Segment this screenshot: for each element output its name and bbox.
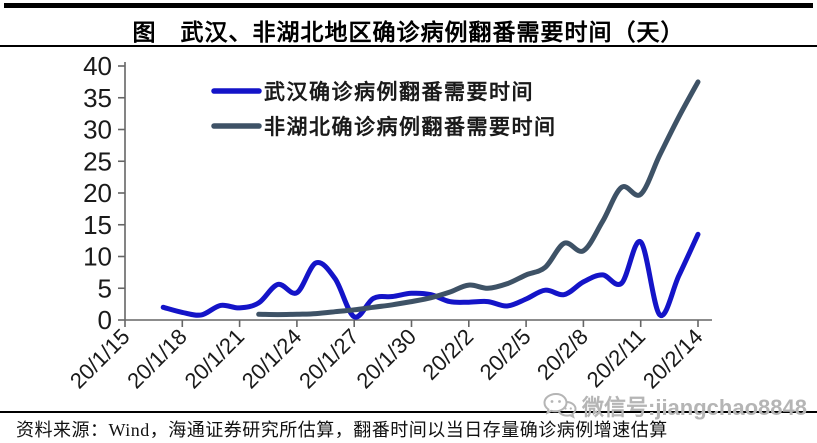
bottom-divider: [0, 411, 817, 413]
x-tick-label: 20/2/14: [638, 324, 708, 394]
watermark-text: 微信号:jiangchao8848: [582, 395, 807, 420]
watermark: 微信号:jiangchao8848: [543, 390, 807, 422]
y-tick-label: 40: [83, 51, 112, 81]
legend-label-non-hubei-line: 非湖北确诊病例翻番需要时间: [264, 115, 557, 139]
y-tick-label: 10: [83, 242, 112, 272]
x-tick-label: 20/1/24: [237, 324, 307, 394]
title-divider: [0, 45, 817, 47]
chart-title: 图 武汉、非湖北地区确诊病例翻番需要时间（天）: [132, 20, 685, 45]
y-tick-label: 5: [98, 273, 112, 303]
x-tick-label: 20/2/2: [417, 324, 478, 385]
wechat-icon: [543, 392, 577, 419]
source-note: 资料来源：Wind，海通证券研究所估算，翻番时间以当日存量确诊病例增速估算: [16, 420, 668, 440]
y-tick-label: 0: [98, 305, 112, 335]
top-rule: [4, 3, 813, 8]
x-tick-label: 20/1/27: [294, 324, 364, 394]
non-hubei-line: [256, 79, 701, 318]
x-tick-label: 20/2/5: [475, 324, 536, 385]
y-tick-label: 35: [83, 83, 112, 113]
y-tick-label: 20: [83, 178, 112, 208]
legend-label-wuhan-line: 武汉确诊病例翻番需要时间: [264, 80, 534, 104]
y-tick-label: 25: [83, 146, 112, 176]
y-tick-label: 15: [83, 210, 112, 240]
x-tick-label: 20/1/30: [351, 324, 421, 394]
wuhan-line: [160, 231, 701, 320]
x-tick-label: 20/1/18: [122, 324, 192, 394]
x-tick-label: 20/1/21: [180, 324, 250, 394]
x-tick-label: 20/2/11: [582, 324, 650, 392]
y-tick-label: 30: [83, 115, 112, 145]
